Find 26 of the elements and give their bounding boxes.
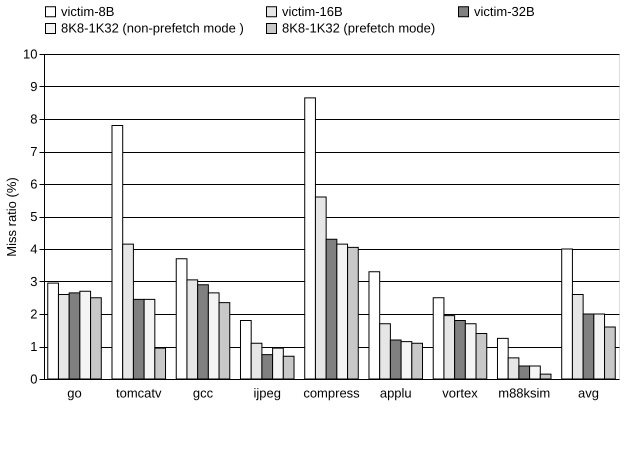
legend-label: 8K8-1K32 (prefetch mode) xyxy=(282,20,436,36)
y-tick-label: 4 xyxy=(30,242,38,256)
y-tick-label: 2 xyxy=(30,306,38,322)
x-tick-label: gcc xyxy=(192,386,214,400)
x-tick-label: tomcatv xyxy=(116,386,162,400)
legend-label: victim-8B xyxy=(61,4,114,19)
y-tick-label: 6 xyxy=(30,176,38,192)
legend-label: 8K8-1K32 (non-prefetch mode ) xyxy=(61,20,244,36)
y-tick-label: 1 xyxy=(30,339,38,354)
x-tick-label: go xyxy=(67,386,82,400)
x-tick-label: avg xyxy=(578,386,599,400)
y-tick-label: 8 xyxy=(30,112,38,126)
legend-label: victim-16B xyxy=(282,4,343,19)
y-tick-label: 9 xyxy=(30,79,38,94)
x-tick-label: compress xyxy=(303,386,360,400)
legend-label: victim-32B xyxy=(474,4,535,19)
x-tick-label: m88ksim xyxy=(498,386,550,400)
x-tick-label: applu xyxy=(380,386,412,400)
y-tick-label: 3 xyxy=(30,274,38,289)
y-axis-title: Miss ratio (%) xyxy=(4,177,20,257)
y-tick-label: 10 xyxy=(23,46,38,62)
y-tick-label: 7 xyxy=(30,144,38,159)
x-tick-label: vortex xyxy=(442,386,478,400)
x-tick-label: ijpeg xyxy=(254,386,281,400)
y-tick-label: 0 xyxy=(30,372,38,386)
y-tick-label: 5 xyxy=(30,209,38,224)
